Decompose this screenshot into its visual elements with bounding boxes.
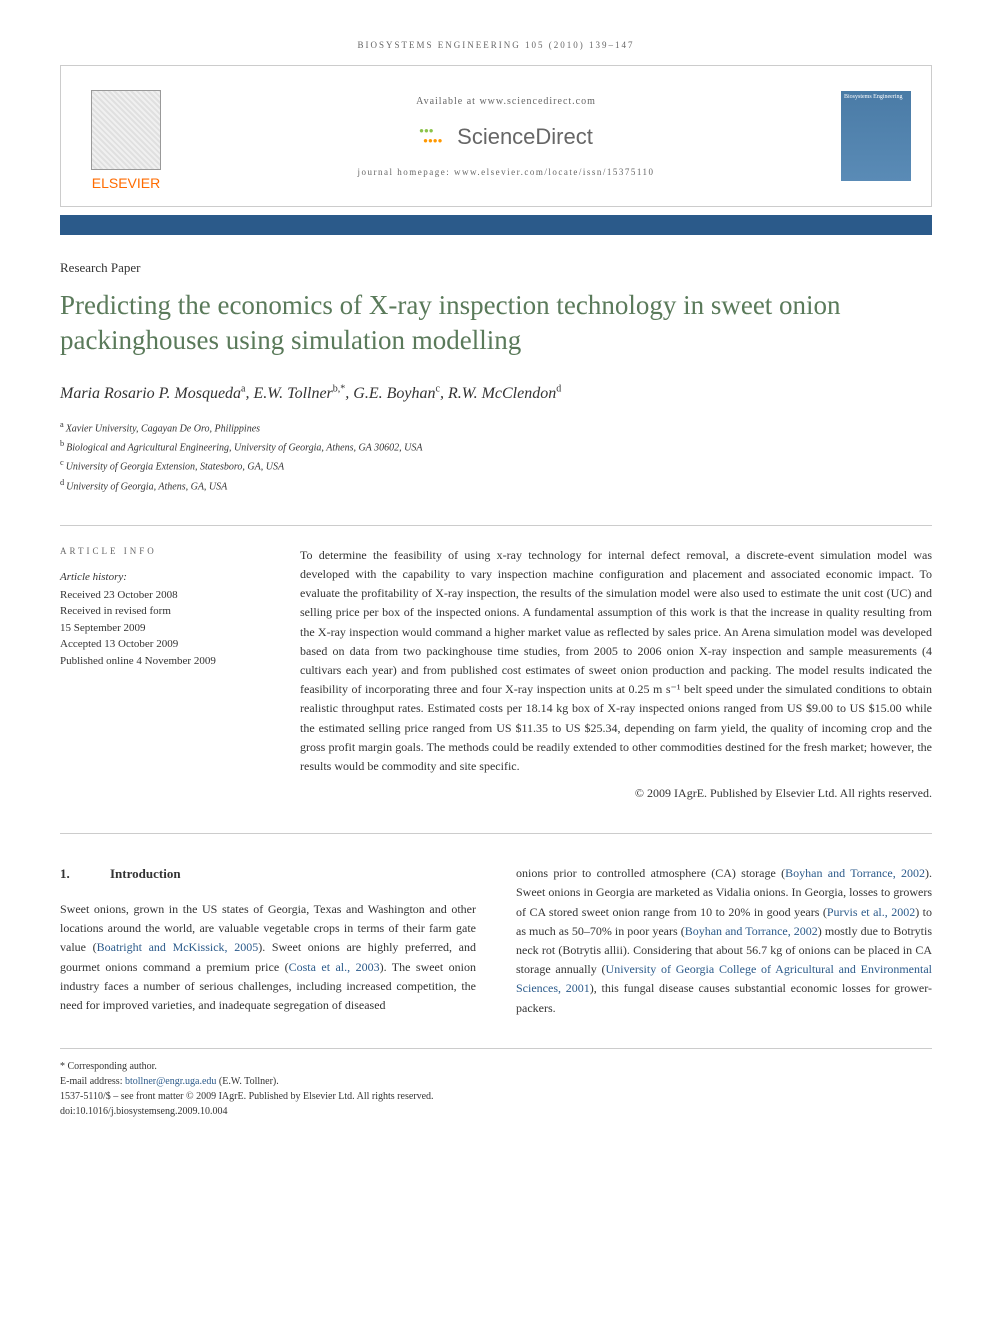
- publisher-name: ELSEVIER: [92, 175, 160, 191]
- authors-list: Maria Rosario P. Mosquedaa, E.W. Tollner…: [60, 383, 932, 402]
- affiliations: aXavier University, Cagayan De Oro, Phil…: [60, 418, 932, 495]
- history-item: 15 September 2009: [60, 620, 260, 637]
- abstract: To determine the feasibility of using x-…: [300, 546, 932, 803]
- reference-link[interactable]: Purvis et al., 2002: [827, 905, 915, 919]
- elsevier-tree-icon: [91, 90, 161, 170]
- history-item: Accepted 13 October 2009: [60, 636, 260, 653]
- info-abstract-row: ARTICLE INFO Article history: Received 2…: [60, 526, 932, 833]
- sciencedirect-logo[interactable]: ScienceDirect: [419, 122, 593, 152]
- column-left: 1.Introduction Sweet onions, grown in th…: [60, 864, 476, 1018]
- affiliation: bBiological and Agricultural Engineering…: [60, 437, 932, 456]
- affiliation: aXavier University, Cagayan De Oro, Phil…: [60, 418, 932, 437]
- section-number: 1.: [60, 864, 110, 885]
- journal-cover-thumbnail: Biosystems Engineering: [841, 91, 911, 181]
- homepage-link[interactable]: journal homepage: www.elsevier.com/locat…: [171, 167, 841, 177]
- section-heading: 1.Introduction: [60, 864, 476, 885]
- column-right: onions prior to controlled atmosphere (C…: [516, 864, 932, 1018]
- journal-header: BIOSYSTEMS ENGINEERING 105 (2010) 139–14…: [60, 40, 932, 50]
- author[interactable]: E.W. Tollnerb,*: [254, 385, 346, 402]
- article-title: Predicting the economics of X-ray inspec…: [60, 288, 932, 358]
- affiliation: dUniversity of Georgia, Athens, GA, USA: [60, 476, 932, 495]
- center-info: Available at www.sciencedirect.com Scien…: [171, 96, 841, 177]
- article-info-heading: ARTICLE INFO: [60, 546, 260, 556]
- email-link[interactable]: btollner@engr.uga.edu: [125, 1076, 216, 1087]
- abstract-text: To determine the feasibility of using x-…: [300, 548, 932, 773]
- author[interactable]: G.E. Boyhanc: [353, 385, 440, 402]
- author[interactable]: Maria Rosario P. Mosquedaa: [60, 385, 246, 402]
- sd-dots-icon: [419, 122, 449, 152]
- blue-divider-bar: [60, 215, 932, 235]
- body-paragraph: Sweet onions, grown in the US states of …: [60, 900, 476, 1015]
- reference-link[interactable]: Boyhan and Torrance, 2002: [785, 866, 925, 880]
- history-label: Article history:: [60, 571, 260, 583]
- reference-link[interactable]: Boatright and McKissick, 2005: [97, 940, 259, 954]
- email-line: E-mail address: btollner@engr.uga.edu (E…: [60, 1074, 932, 1089]
- reference-link[interactable]: Costa et al., 2003: [289, 960, 380, 974]
- paper-type: Research Paper: [60, 260, 932, 276]
- author[interactable]: R.W. McClendond: [448, 385, 561, 402]
- article-info: ARTICLE INFO Article history: Received 2…: [60, 546, 260, 803]
- affiliation: cUniversity of Georgia Extension, States…: [60, 456, 932, 475]
- publisher-logo: ELSEVIER: [81, 81, 171, 191]
- sd-brand-text: ScienceDirect: [457, 124, 593, 150]
- history-item: Published online 4 November 2009: [60, 653, 260, 670]
- history-item: Received 23 October 2008: [60, 587, 260, 604]
- doi-line: doi:10.1016/j.biosystemseng.2009.10.004: [60, 1104, 932, 1119]
- corresponding-author: * Corresponding author.: [60, 1059, 932, 1074]
- publisher-box: ELSEVIER Available at www.sciencedirect.…: [60, 65, 932, 207]
- available-text: Available at www.sciencedirect.com: [171, 96, 841, 107]
- history-item: Received in revised form: [60, 603, 260, 620]
- issn-line: 1537-5110/$ – see front matter © 2009 IA…: [60, 1089, 932, 1104]
- cover-title: Biosystems Engineering: [841, 91, 911, 103]
- body-paragraph: onions prior to controlled atmosphere (C…: [516, 864, 932, 1018]
- footer: * Corresponding author. E-mail address: …: [60, 1048, 932, 1119]
- body-columns: 1.Introduction Sweet onions, grown in th…: [60, 864, 932, 1018]
- reference-link[interactable]: Boyhan and Torrance, 2002: [685, 924, 818, 938]
- copyright: © 2009 IAgrE. Published by Elsevier Ltd.…: [300, 784, 932, 803]
- divider: [60, 833, 932, 834]
